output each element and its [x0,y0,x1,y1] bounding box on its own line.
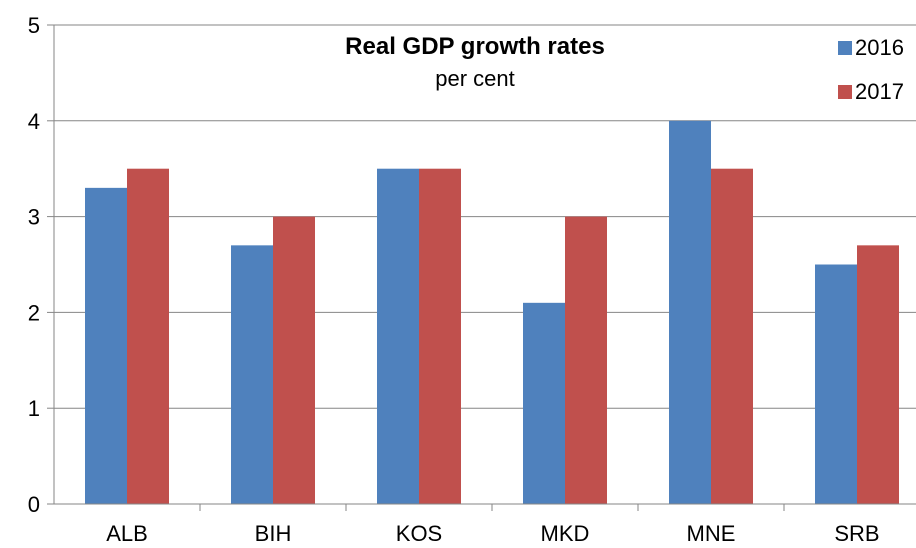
bar-mkd-2016 [523,302,565,504]
x-tick-label: BIH [255,521,292,546]
axes [47,24,916,511]
x-tick-label: MNE [687,521,736,546]
bar-srb-2016 [815,264,857,504]
chart-subtitle: per cent [435,66,515,91]
bar-mne-2017 [711,168,753,504]
y-tick-label: 0 [28,492,40,517]
y-tick-labels: 0 1 2 3 4 5 [28,13,40,517]
legend: 2016 2017 [838,35,904,104]
bar-srb-2017 [857,245,899,504]
x-tick-label: KOS [396,521,442,546]
bar-mkd-2017 [565,216,607,504]
x-tick-label: MKD [541,521,590,546]
y-tick-label: 4 [28,109,40,134]
y-tick-label: 1 [28,396,40,421]
x-tick-label: SRB [834,521,879,546]
bar-kos-2016 [377,168,419,504]
bars [85,120,899,505]
bar-kos-2017 [419,168,461,504]
x-tick-labels: ALB BIH KOS MKD MNE SRB [106,521,879,546]
x-tick-label: ALB [106,521,148,546]
bar-alb-2017 [127,168,169,504]
legend-label-2017: 2017 [855,79,904,104]
y-tick-label: 2 [28,300,40,325]
bar-bih-2017 [273,216,315,504]
legend-swatch-2017 [838,85,852,99]
legend-label-2016: 2016 [855,35,904,60]
bar-mne-2016 [669,120,711,505]
gridlines [54,24,916,409]
legend-swatch-2016 [838,41,852,55]
y-tick-label: 5 [28,13,40,38]
y-tick-label: 3 [28,205,40,230]
chart-title: Real GDP growth rates [345,33,605,60]
bar-alb-2016 [85,187,127,505]
bar-bih-2016 [231,245,273,504]
